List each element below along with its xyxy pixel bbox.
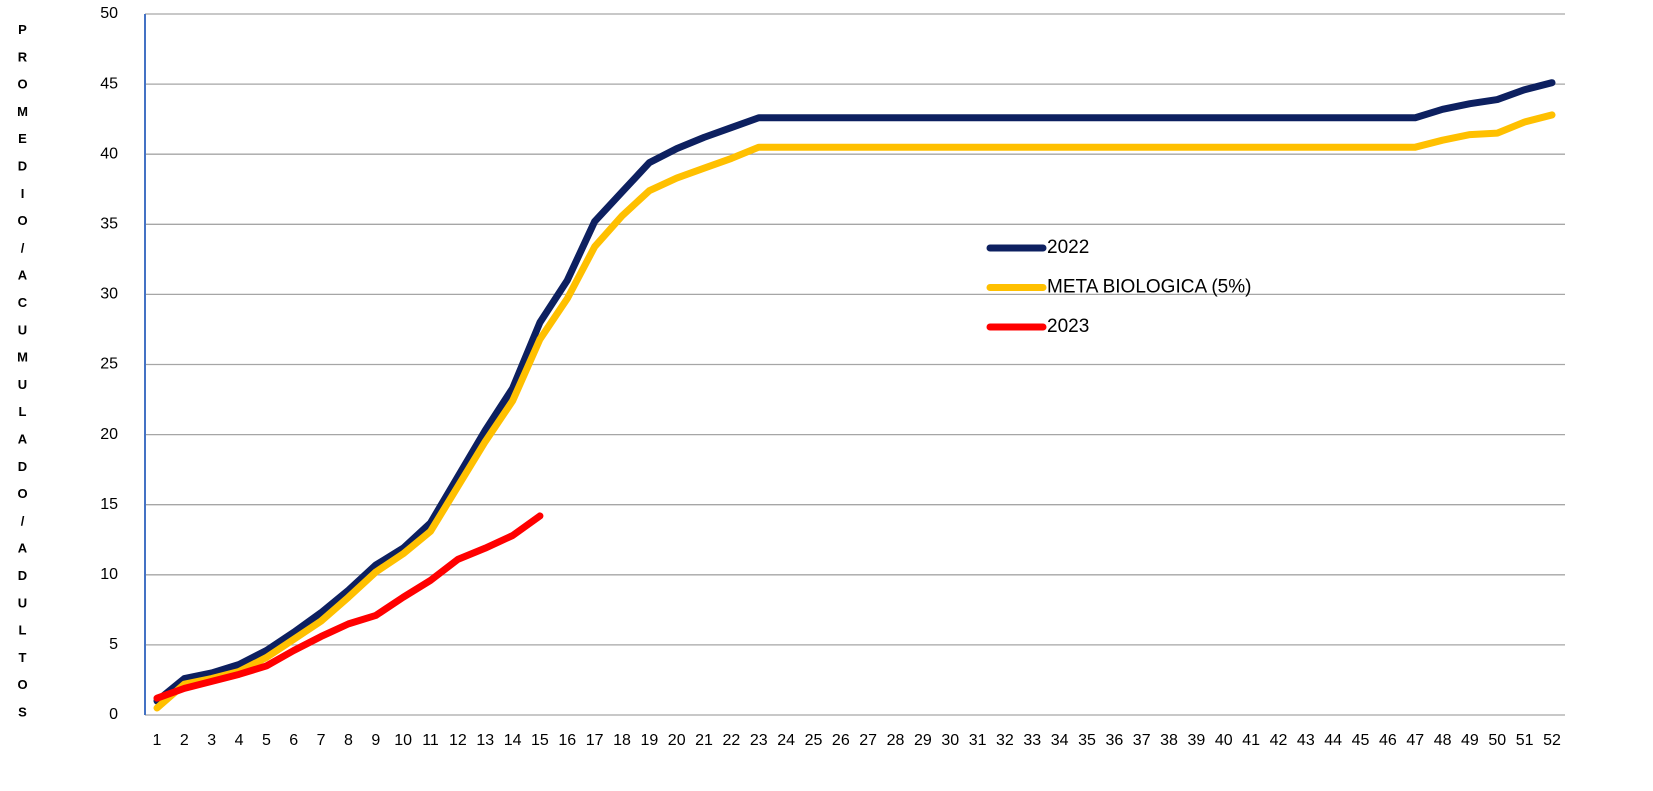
y-tick-label: 45 bbox=[100, 75, 118, 92]
x-tick-label: 42 bbox=[1270, 732, 1288, 749]
series-line bbox=[153, 512, 544, 702]
y-tick-label: 20 bbox=[100, 426, 118, 443]
x-tick-label: 33 bbox=[1023, 732, 1041, 749]
y-tick-label: 35 bbox=[100, 216, 118, 233]
x-tick-label: 21 bbox=[695, 732, 713, 749]
legend-label: 2023 bbox=[1047, 316, 1089, 337]
x-tick-label: 28 bbox=[887, 732, 905, 749]
y-tick-label: 5 bbox=[109, 636, 118, 653]
y-tick-label: 25 bbox=[100, 356, 118, 373]
x-tick-label: 27 bbox=[859, 732, 877, 749]
y-tick-label: 10 bbox=[100, 566, 118, 583]
x-tick-label: 47 bbox=[1406, 732, 1424, 749]
x-tick-label: 25 bbox=[805, 732, 823, 749]
x-tick-label: 9 bbox=[371, 732, 380, 749]
y-tick-label: 15 bbox=[100, 496, 118, 513]
x-tick-label: 48 bbox=[1434, 732, 1452, 749]
series-line bbox=[153, 79, 1556, 705]
x-tick-label: 3 bbox=[207, 732, 216, 749]
x-tick-label: 22 bbox=[723, 732, 741, 749]
x-tick-label: 24 bbox=[777, 732, 795, 749]
x-tick-label: 10 bbox=[394, 732, 412, 749]
x-tick-label: 18 bbox=[613, 732, 631, 749]
x-tick-label: 52 bbox=[1543, 732, 1561, 749]
x-tick-label: 6 bbox=[289, 732, 298, 749]
y-tick-label: 0 bbox=[109, 706, 118, 723]
x-tick-label: 50 bbox=[1488, 732, 1506, 749]
x-tick-label: 1 bbox=[153, 732, 162, 749]
x-tick-label: 51 bbox=[1516, 732, 1534, 749]
x-tick-label: 30 bbox=[941, 732, 959, 749]
x-tick-label: 34 bbox=[1051, 732, 1069, 749]
x-tick-label: 46 bbox=[1379, 732, 1397, 749]
y-axis-title: PROMEDIO/ACUMULADO/ADULTOS bbox=[15, 22, 30, 732]
x-tick-label: 36 bbox=[1105, 732, 1123, 749]
x-tick-label: 14 bbox=[504, 732, 522, 749]
x-tick-label: 2 bbox=[180, 732, 189, 749]
x-tick-label: 37 bbox=[1133, 732, 1151, 749]
x-tick-label: 31 bbox=[969, 732, 987, 749]
x-tick-label: 41 bbox=[1242, 732, 1260, 749]
legend-label: 2022 bbox=[1047, 237, 1089, 258]
x-tick-label: 15 bbox=[531, 732, 549, 749]
x-tick-label: 12 bbox=[449, 732, 467, 749]
series-line bbox=[153, 111, 1556, 712]
x-tick-label: 40 bbox=[1215, 732, 1233, 749]
x-tick-label: 16 bbox=[558, 732, 576, 749]
y-tick-label: 30 bbox=[100, 286, 118, 303]
x-tick-label: 32 bbox=[996, 732, 1014, 749]
x-tick-label: 26 bbox=[832, 732, 850, 749]
x-tick-label: 44 bbox=[1324, 732, 1342, 749]
y-tick-label: 50 bbox=[100, 5, 118, 22]
x-tick-label: 11 bbox=[422, 732, 439, 749]
x-tick-label: 45 bbox=[1352, 732, 1370, 749]
x-tick-label: 35 bbox=[1078, 732, 1096, 749]
x-tick-label: 13 bbox=[476, 732, 494, 749]
x-tick-label: 17 bbox=[586, 732, 604, 749]
x-tick-label: 20 bbox=[668, 732, 686, 749]
x-tick-label: 4 bbox=[235, 732, 244, 749]
x-tick-label: 19 bbox=[640, 732, 658, 749]
x-tick-label: 23 bbox=[750, 732, 768, 749]
x-tick-label: 38 bbox=[1160, 732, 1178, 749]
x-tick-label: 43 bbox=[1297, 732, 1315, 749]
x-tick-label: 7 bbox=[317, 732, 326, 749]
x-tick-label: 8 bbox=[344, 732, 353, 749]
x-tick-label: 29 bbox=[914, 732, 932, 749]
legend-label: META BIOLOGICA (5%) bbox=[1047, 277, 1251, 298]
y-tick-label: 40 bbox=[100, 145, 118, 162]
x-tick-label: 39 bbox=[1188, 732, 1206, 749]
x-tick-label: 49 bbox=[1461, 732, 1479, 749]
x-tick-label: 5 bbox=[262, 732, 271, 749]
